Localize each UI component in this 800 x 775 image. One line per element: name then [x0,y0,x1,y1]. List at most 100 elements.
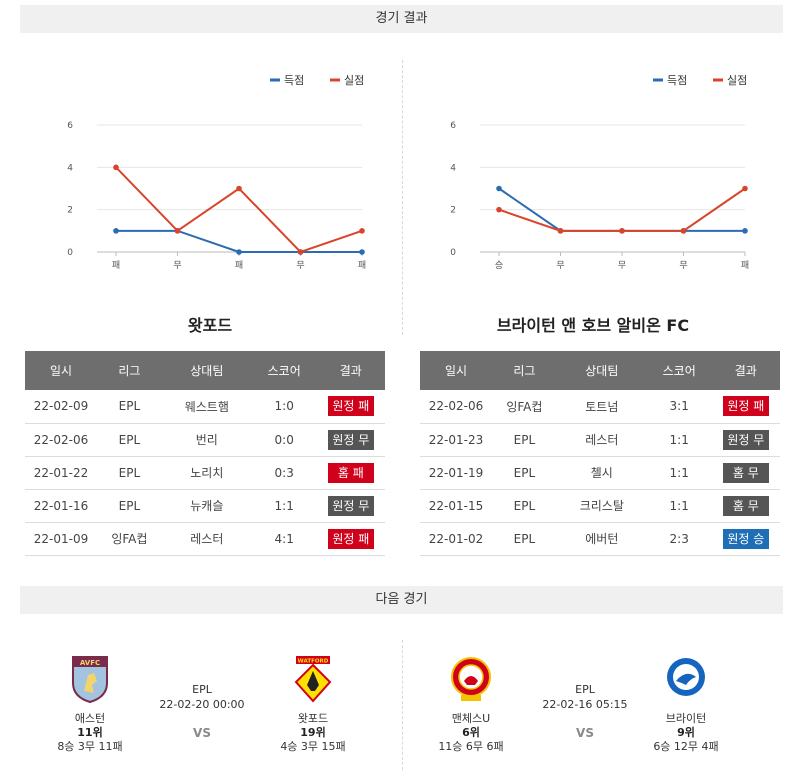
column-header: 리그 [97,351,162,390]
results-divider [402,60,403,335]
cell-result: 원정 패 [316,522,385,556]
cell-result: 원정 승 [711,522,780,556]
cell-league: EPL [97,489,162,523]
team-rank: 6위 [462,726,480,739]
y-tick-label: 6 [450,121,456,131]
cell-league: EPL [492,522,557,556]
result-badge: 홈 무 [722,495,769,516]
team-rank: 11위 [77,726,103,739]
column-header: 결과 [711,351,780,390]
match-league: EPL [192,683,212,696]
match-info: EPL 22-02-20 00:00 VS [142,682,262,740]
table-row: 22-01-16 EPL 뉴캐슬 1:1 원정 무 [25,489,385,523]
team-title-watford: 왓포드 [187,316,233,335]
column-header: 상대팀 [556,351,647,390]
data-point [113,164,119,171]
team-rank: 19위 [300,726,326,739]
data-point [557,228,564,234]
data-point [113,228,119,234]
watford-crest-icon: WATFORD [294,656,332,703]
cell-opponent: 노리치 [161,456,252,490]
cell-date: 22-02-06 [420,390,492,424]
cell-league: EPL [492,489,557,523]
legend-label: 실점 [727,74,747,87]
cell-score: 1:1 [646,423,712,457]
column-header: 스코어 [251,351,317,390]
team-name: 브라이턴 [665,712,707,725]
cell-opponent: 에버턴 [556,522,647,556]
brighton-form-chart: 득점 실점 0 2 4 6 승 무 무 무 패 [450,74,749,271]
column-header: 상대팀 [161,351,252,390]
x-tick-label: 패 [741,260,749,271]
cell-opponent: 번리 [161,423,252,457]
cell-opponent: 크리스탈 [556,489,647,523]
x-tick-label: 무 [173,260,181,271]
cell-score: 1:1 [646,489,712,523]
y-tick-label: 6 [67,121,73,131]
table-row: 22-01-19 EPL 첼시 1:1 홈 무 [420,456,780,490]
result-badge: 원정 승 [722,528,769,549]
data-point [742,228,748,234]
result-badge: 원정 패 [722,396,769,417]
team-title-brighton: 브라이턴 앤 호브 알비온 FC [496,316,690,335]
match-league: EPL [575,683,595,696]
cell-league: EPL [492,423,557,457]
svg-text:AVFC: AVFC [80,659,100,667]
y-tick-label: 2 [450,206,456,216]
y-tick-label: 4 [450,163,456,173]
cell-score: 2:3 [646,522,712,556]
cell-opponent: 웨스트햄 [161,390,252,424]
cell-league: EPL [97,390,162,424]
data-point [359,228,365,234]
column-header: 결과 [316,351,385,390]
column-header: 일시 [420,351,492,390]
data-point [236,185,242,192]
team-record: 11승 6무 6패 [438,740,504,753]
result-badge: 원정 무 [327,495,374,516]
svg-text:WATFORD: WATFORD [298,659,329,665]
home-team[interactable]: AVFC 애스턴 11위 8승 3무 11패 [45,655,135,754]
cell-opponent: 토트넘 [556,390,647,424]
match-datetime: 22-02-20 00:00 [159,698,245,711]
cell-opponent: 뉴캐슬 [161,489,252,523]
result-badge: 원정 무 [327,429,374,450]
data-point [297,249,304,255]
watford-results-table: 일시 리그 상대팀 스코어 결과 22-02-09 EPL 웨스트햄 1:0 원정 패 22-02… [25,351,385,556]
cell-opponent: 레스터 [161,522,252,556]
data-point [496,185,502,192]
home-team[interactable]: 맨체스U 6위 11승 6무 6패 [426,655,516,754]
x-tick-label: 패 [112,260,120,271]
result-badge: 홈 무 [722,462,769,483]
data-point [236,249,242,255]
cell-opponent: 레스터 [556,423,647,457]
away-team[interactable]: 브라이턴 9위 6승 12무 4패 [641,655,731,754]
cell-score: 1:0 [251,390,317,424]
cell-league: 잉FA컵 [492,390,557,424]
team-record: 8승 3무 11패 [57,740,123,753]
cell-league: EPL [97,423,162,457]
next-match-card: 맨체스U 6위 11승 6무 6패 EPL 22-02-16 05:15 VS … [403,640,800,770]
result-badge: 원정 무 [722,429,769,450]
cell-league: EPL [492,456,557,490]
cell-date: 22-02-06 [25,423,97,457]
next-match-divider [402,640,403,770]
y-tick-label: 0 [450,248,456,258]
table-row: 22-02-06 잉FA컵 토트넘 3:1 원정 패 [420,390,780,424]
table-row: 22-01-02 EPL 에버턴 2:3 원정 승 [420,522,780,556]
vs-label: VS [193,726,211,740]
cell-score: 1:1 [251,489,317,523]
table-row: 22-02-09 EPL 웨스트햄 1:0 원정 패 [25,390,385,424]
data-point [619,228,625,234]
column-header: 스코어 [646,351,712,390]
cell-date: 22-01-22 [25,456,97,490]
cell-result: 원정 무 [316,423,385,457]
cell-date: 22-01-19 [420,456,492,490]
cell-result: 원정 무 [316,489,385,523]
match-info: EPL 22-02-16 05:15 VS [525,682,645,740]
next-match-card: AVFC 애스턴 11위 8승 3무 11패 EPL 22-02-20 00:0… [0,640,400,770]
data-point [496,206,502,213]
result-badge: 홈 패 [327,462,374,483]
table-row: 22-01-22 EPL 노리치 0:3 홈 패 [25,456,385,490]
table-header-row: 일시 리그 상대팀 스코어 결과 [25,351,385,390]
away-team[interactable]: WATFORD 왓포드 19위 4승 3무 15패 [268,655,358,754]
